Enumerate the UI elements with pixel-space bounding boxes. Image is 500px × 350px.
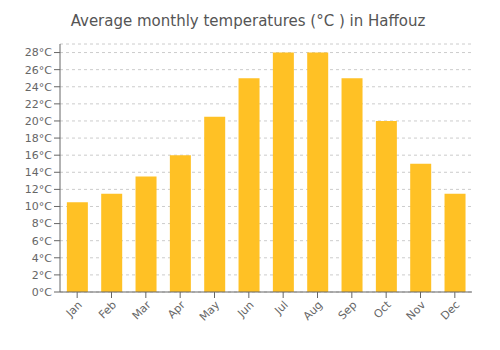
svg-text:Jan: Jan: [63, 298, 85, 320]
svg-text:26°C: 26°C: [25, 64, 52, 77]
svg-text:0°C: 0°C: [32, 286, 52, 299]
svg-text:10°C: 10°C: [25, 200, 52, 213]
svg-text:6°C: 6°C: [32, 235, 52, 248]
svg-text:12°C: 12°C: [25, 183, 52, 196]
svg-text:8°C: 8°C: [32, 217, 52, 230]
svg-text:24°C: 24°C: [25, 81, 52, 94]
svg-text:Aug: Aug: [301, 298, 325, 322]
svg-text:18°C: 18°C: [25, 132, 52, 145]
svg-text:4°C: 4°C: [32, 252, 52, 265]
svg-text:Dec: Dec: [438, 298, 462, 322]
svg-text:2°C: 2°C: [32, 269, 52, 282]
svg-text:16°C: 16°C: [25, 149, 52, 162]
svg-text:Oct: Oct: [371, 298, 394, 321]
svg-text:Mar: Mar: [130, 298, 154, 322]
svg-text:Apr: Apr: [165, 298, 188, 321]
svg-text:Feb: Feb: [96, 298, 119, 321]
svg-text:Jun: Jun: [234, 298, 256, 320]
svg-text:May: May: [197, 298, 223, 324]
svg-text:28°C: 28°C: [25, 46, 52, 59]
svg-text:14°C: 14°C: [25, 166, 52, 179]
svg-text:22°C: 22°C: [25, 98, 52, 111]
svg-text:20°C: 20°C: [25, 115, 52, 128]
svg-text:Sep: Sep: [336, 298, 360, 322]
svg-text:Jul: Jul: [272, 298, 291, 317]
html-text:Average monthly temperatures (: Average monthly temperatures (°C ) in Ha…: [70, 12, 426, 30]
svg-text:Nov: Nov: [404, 298, 429, 323]
